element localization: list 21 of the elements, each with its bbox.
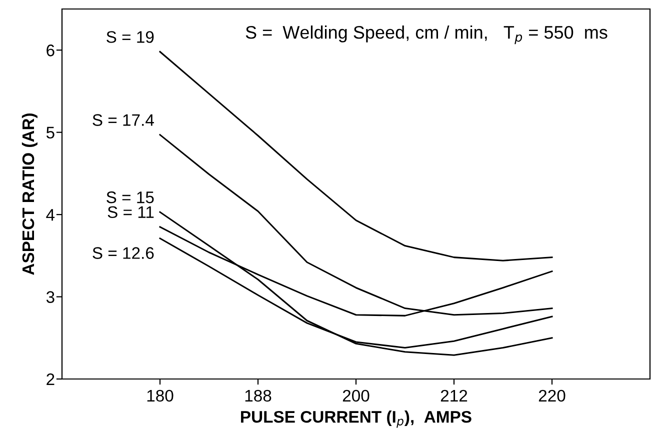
x-tick-label: 212: [440, 390, 468, 402]
x-tick-label: 220: [538, 390, 566, 402]
y-tick-label: 6: [46, 44, 54, 56]
y-tick-label: 3: [46, 291, 54, 303]
series-label: S = 12.6: [92, 247, 154, 259]
line-series: [159, 134, 553, 316]
y-tick-label: 4: [46, 209, 55, 221]
x-axis-title: PULSE CURRENT (I$_{p}$), AMPS: [241, 410, 472, 428]
series-label: S = 19: [106, 31, 154, 43]
series-label: S = 17.4: [92, 114, 154, 126]
y-axis-title: ASPECT RATIO (AR): [22, 114, 38, 275]
series-label: S = 11: [108, 206, 154, 218]
line-series: [159, 50, 553, 262]
x-tick-label: 180: [147, 390, 174, 402]
series-label: S = 15: [106, 191, 154, 204]
x-tick-label: 200: [342, 390, 370, 402]
text: S = Welding Speed, cm / min, T$_{p}$ = 550 ms: [246, 26, 608, 44]
x-tick-label: 188: [245, 390, 272, 402]
y-tick-label: 2: [46, 373, 54, 386]
y-tick-label: 5: [46, 126, 54, 139]
line-series: [159, 211, 553, 356]
